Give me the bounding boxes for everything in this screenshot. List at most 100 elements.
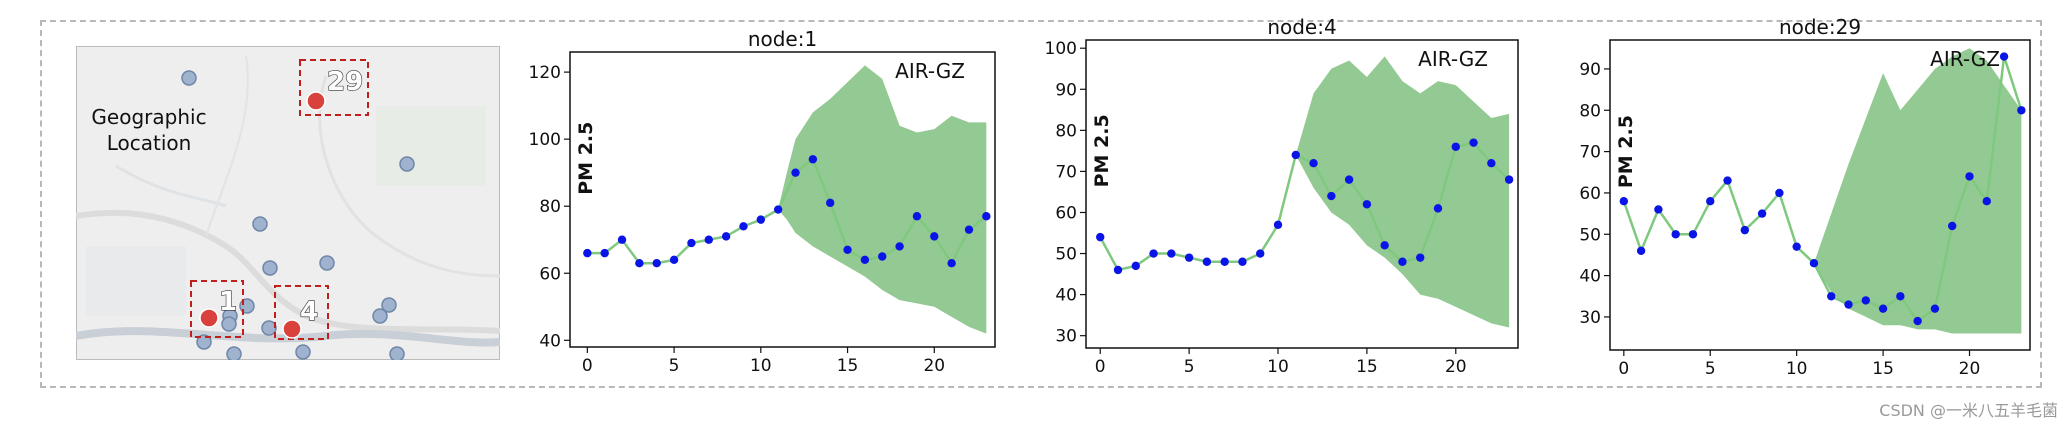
x-tick-label: 10 xyxy=(750,356,772,376)
data-point xyxy=(1671,230,1680,239)
data-point xyxy=(982,212,991,221)
y-tick-label: 60 xyxy=(1055,203,1077,223)
y-tick-label: 70 xyxy=(1055,162,1077,182)
data-point xyxy=(669,255,679,265)
y-axis-label: PM 2.5 xyxy=(1091,114,1113,187)
data-point xyxy=(1416,253,1425,262)
data-point xyxy=(1948,221,1957,231)
data-point xyxy=(1878,304,1888,313)
data-point xyxy=(583,248,592,258)
data-point xyxy=(739,222,748,231)
chart-title: node:1 xyxy=(748,27,817,51)
x-tick-label: 10 xyxy=(1267,357,1289,377)
map-title-line2: Location xyxy=(107,131,192,155)
data-point xyxy=(1327,191,1336,201)
y-tick-label: 80 xyxy=(1055,121,1077,141)
chart-node-4: 0 5 10 15 20 30 40 50 60 70 80 90 100 node:4 AIR-GZ PM … xyxy=(1045,15,1519,377)
data-point xyxy=(687,238,696,248)
data-point xyxy=(964,225,974,234)
highlight-box-1 xyxy=(190,280,244,338)
data-point xyxy=(1184,253,1194,262)
data-point xyxy=(2017,106,2026,115)
x-tick-label: 20 xyxy=(923,356,945,376)
data-point xyxy=(1398,257,1407,266)
y-tick-label: 40 xyxy=(1579,267,1601,287)
x-tick-label: 0 xyxy=(582,356,593,376)
prediction-band xyxy=(1813,48,2022,334)
x-tick-label: 15 xyxy=(1356,357,1378,377)
data-point xyxy=(1167,249,1176,258)
data-point xyxy=(1220,257,1229,266)
data-point xyxy=(1844,300,1853,309)
data-point xyxy=(1433,204,1443,213)
data-point xyxy=(791,168,800,177)
watermark: CSDN @一米八五羊毛菌 xyxy=(1879,401,2058,420)
data-point xyxy=(1451,142,1460,151)
chart-node-29: 0 5 10 15 20 30 40 50 60 70 80 90 node:29 AIR-GZ PM 2.… xyxy=(1579,15,2031,379)
x-tick-label: 20 xyxy=(1445,357,1467,377)
y-tick-label: 100 xyxy=(529,130,561,150)
figure-frame xyxy=(40,20,2042,388)
data-point xyxy=(1740,225,1750,235)
data-point xyxy=(1113,265,1123,275)
chart-node-1: 0 5 10 15 20 40 60 80 100 120 node:1 AIR-GZ PM 2.5 xyxy=(529,27,996,376)
highlight-node-29 xyxy=(306,91,326,111)
data-point xyxy=(826,198,835,208)
chart-annotation: AIR-GZ xyxy=(1930,47,2000,71)
plot-frame xyxy=(1085,39,1519,349)
chart-title: node:29 xyxy=(1779,15,1861,39)
data-point xyxy=(721,232,731,241)
data-point xyxy=(1706,197,1715,206)
data-point xyxy=(1256,249,1265,258)
data-point xyxy=(1965,172,1974,181)
y-tick-label: 30 xyxy=(1055,327,1077,347)
prediction-band xyxy=(1295,56,1510,328)
data-point xyxy=(1380,241,1389,250)
plot-frame xyxy=(569,51,996,348)
data-point xyxy=(1982,197,1991,206)
y-tick-label: 40 xyxy=(539,331,561,351)
data-point xyxy=(1757,209,1767,218)
y-tick-label: 50 xyxy=(1579,225,1601,245)
data-point xyxy=(1999,52,2009,61)
data-point xyxy=(912,212,922,221)
data-point xyxy=(1654,205,1663,214)
y-tick-label: 80 xyxy=(1579,101,1601,121)
data-point xyxy=(1896,292,1905,301)
data-point xyxy=(843,245,852,254)
x-tick-label: 5 xyxy=(669,356,680,376)
y-tick-label: 60 xyxy=(539,264,561,284)
map-label-29: 29 xyxy=(327,67,363,97)
x-tick-label: 0 xyxy=(1618,359,1629,379)
data-point xyxy=(635,258,644,268)
data-point xyxy=(756,215,766,224)
y-tick-label: 40 xyxy=(1055,286,1077,306)
data-point xyxy=(1096,232,1105,242)
data-point xyxy=(860,255,870,265)
data-point xyxy=(1930,304,1940,313)
data-point xyxy=(1913,316,1922,326)
x-tick-label: 15 xyxy=(837,356,859,376)
highlight-box-4 xyxy=(274,285,329,340)
data-point xyxy=(600,248,609,258)
y-tick-label: 90 xyxy=(1055,80,1077,100)
y-tick-label: 120 xyxy=(529,63,561,83)
y-tick-label: 50 xyxy=(1055,245,1077,265)
map-label-1: 1 xyxy=(219,287,237,317)
data-point xyxy=(1487,159,1496,168)
y-tick-label: 30 xyxy=(1579,308,1601,328)
data-point xyxy=(1291,150,1300,160)
data-point xyxy=(1636,246,1646,255)
x-tick-label: 15 xyxy=(1872,359,1894,379)
map-label-4: 4 xyxy=(300,297,318,327)
data-point xyxy=(1688,230,1698,239)
data-point xyxy=(947,258,956,268)
data-point xyxy=(1827,292,1836,301)
map-title-line1: Geographic xyxy=(91,105,206,129)
data-point xyxy=(1273,220,1283,229)
data-point xyxy=(1131,261,1140,271)
highlight-node-1 xyxy=(199,308,219,328)
data-point xyxy=(1149,249,1158,258)
data-point xyxy=(1469,138,1478,147)
data-point xyxy=(773,205,783,214)
